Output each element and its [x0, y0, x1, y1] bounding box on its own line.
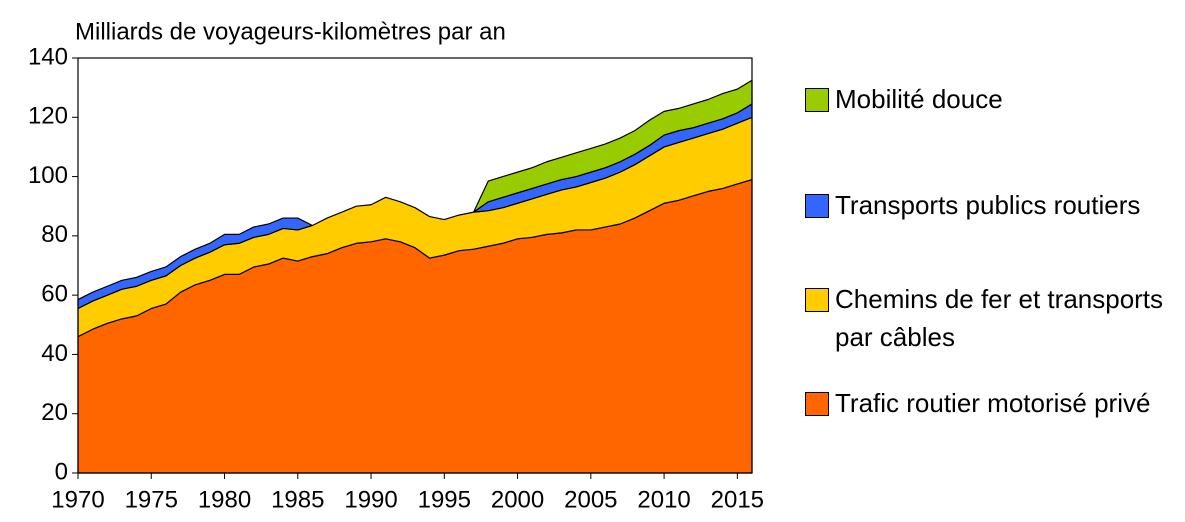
x-tick-label: 1980 — [198, 486, 251, 513]
x-tick-label: 2015 — [711, 486, 764, 513]
legend-swatch — [805, 392, 829, 416]
legend-swatch — [805, 288, 829, 312]
legend-label: Transports publics routiers — [835, 190, 1141, 220]
legend-item: Chemins de fer et transports par câbles — [805, 280, 1180, 356]
x-tick-label: 1975 — [125, 486, 178, 513]
y-tick-label: 120 — [28, 103, 68, 130]
y-tick-label: 140 — [28, 43, 68, 70]
plot-frame — [77, 57, 753, 474]
x-tick-label: 1985 — [271, 486, 324, 513]
legend-label: Chemins de fer et transports par câbles — [835, 284, 1164, 352]
x-tick-label: 1970 — [51, 486, 104, 513]
y-tick-label: 60 — [41, 280, 68, 307]
legend-label: Mobilité douce — [835, 84, 1003, 114]
x-tick-label: 2000 — [491, 486, 544, 513]
y-tick-label: 80 — [41, 221, 68, 248]
legend-swatch — [805, 88, 829, 112]
legend-swatch — [805, 194, 829, 218]
x-tick-label: 2005 — [564, 486, 617, 513]
x-tick-label: 1990 — [344, 486, 397, 513]
x-tick-label: 1995 — [418, 486, 471, 513]
legend-item: Mobilité douce — [805, 80, 1180, 118]
legend-label: Trafic routier motorisé privé — [835, 388, 1151, 418]
legend-item: Trafic routier motorisé privé — [805, 384, 1180, 422]
y-tick-label: 20 — [41, 399, 68, 426]
x-tick-label: 2010 — [637, 486, 690, 513]
axis-title: Milliards de voyageurs-kilomètres par an — [75, 18, 506, 45]
y-tick-label: 40 — [41, 340, 68, 367]
area — [77, 217, 314, 310]
legend-item: Transports publics routiers — [805, 186, 1180, 224]
y-tick-label: 100 — [28, 162, 68, 189]
legend: Mobilité douce Transports publics routier… — [805, 0, 1185, 522]
y-tick-label: 0 — [55, 458, 68, 485]
